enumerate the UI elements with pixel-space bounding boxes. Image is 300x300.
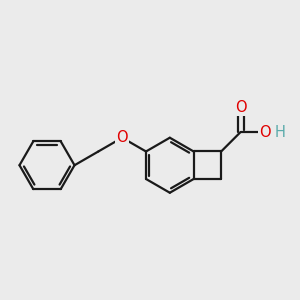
Text: O: O (116, 130, 128, 145)
Text: O: O (235, 100, 246, 115)
Text: H: H (275, 124, 286, 140)
Text: O: O (260, 124, 271, 140)
